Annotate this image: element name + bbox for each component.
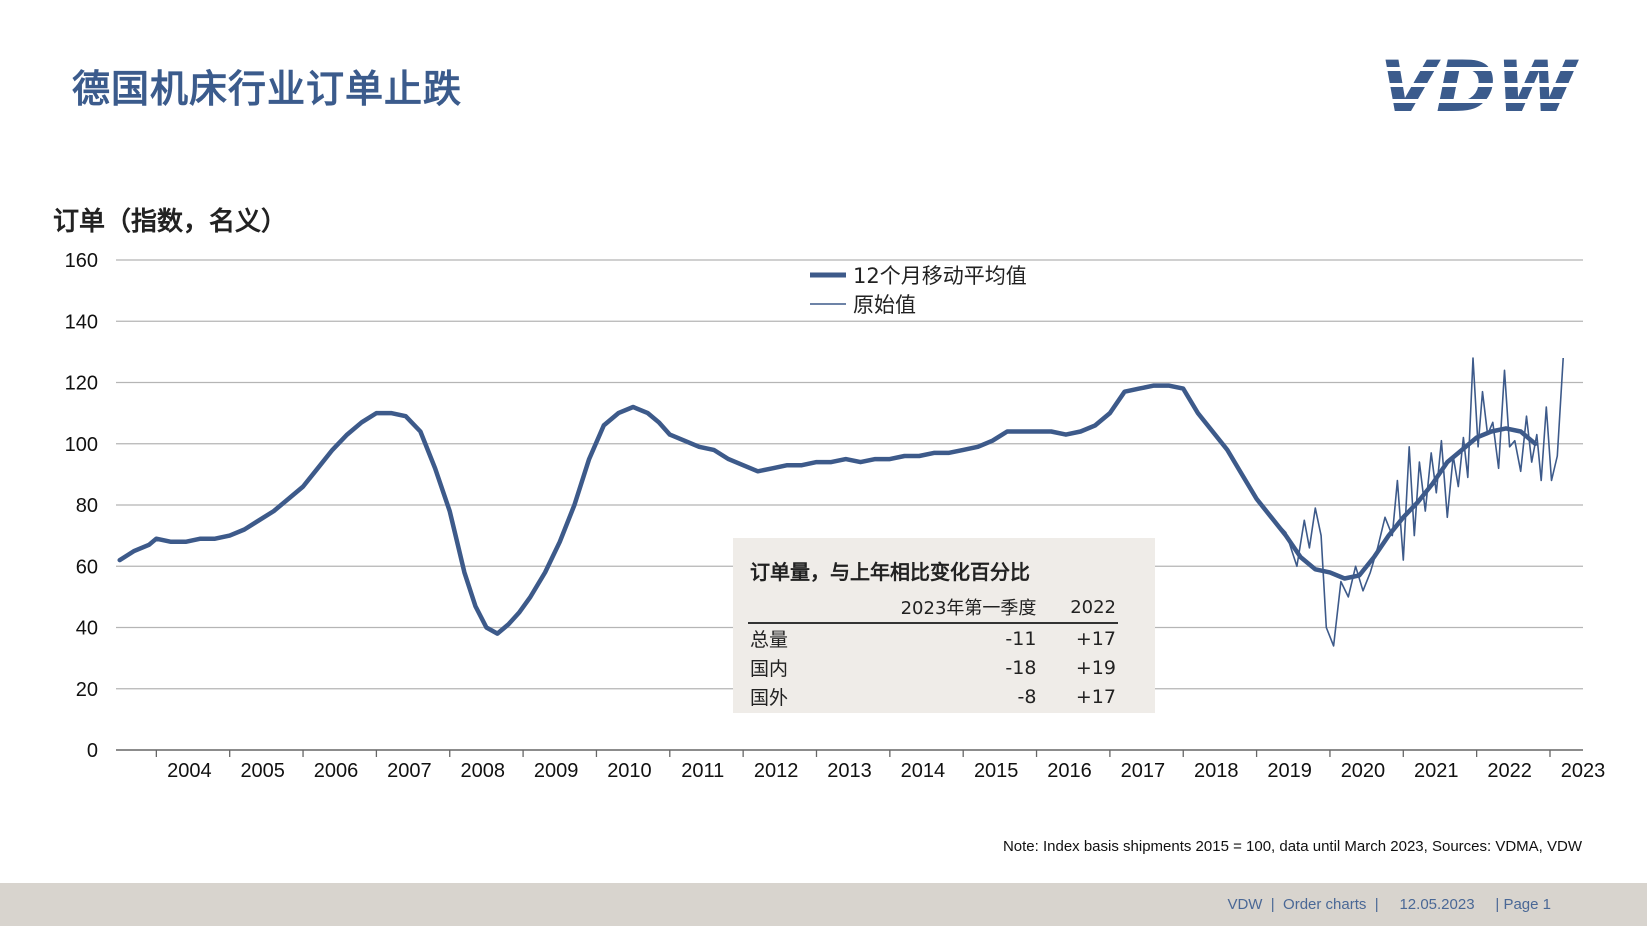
x-tick-label: 2004 <box>167 760 212 782</box>
y-tick-label: 100 <box>65 434 98 456</box>
x-tick-label: 2021 <box>1414 760 1459 782</box>
y-tick-label: 20 <box>76 679 98 701</box>
footer-separator: | <box>1474 896 1504 913</box>
table-header: 2022 <box>1038 592 1118 624</box>
page-title: 德国机床行业订单止跌 <box>72 67 463 111</box>
table-row: 总量 -11 +17 <box>748 623 1118 653</box>
x-tick-label: 2009 <box>534 760 579 782</box>
y-tick-label: 60 <box>76 556 98 578</box>
x-tick-label: 2006 <box>314 760 359 782</box>
x-tick-label: 2015 <box>974 760 1019 782</box>
inset-title: 订单量，与上年相比变化百分比 <box>750 560 1030 584</box>
footer-bar: VDW | Order charts | 12.05.2023 | Page 1 <box>0 883 1647 926</box>
cell-q1-2023: -11 <box>1005 627 1037 650</box>
cell-q1-2023: -18 <box>1005 656 1037 679</box>
x-tick-label: 2013 <box>827 760 872 782</box>
series-line-raw <box>1255 357 1564 647</box>
table-row: 国内 -18 +19 <box>748 653 1118 682</box>
y-tick-label: 120 <box>65 373 98 395</box>
y-tick-label: 80 <box>76 495 98 517</box>
chart-legend: 12个月移动平均值 原始值 <box>810 264 1027 317</box>
footer-separator: | <box>1262 896 1284 913</box>
footer-page: Page 1 <box>1503 896 1551 913</box>
x-tick-label: 2023 <box>1561 760 1606 782</box>
cell-2022: +17 <box>1075 627 1116 650</box>
series-line-moving-average <box>117 383 1538 636</box>
x-tick-label: 2008 <box>461 760 506 782</box>
x-tick-label: 2011 <box>681 760 724 782</box>
y-tick-label: 0 <box>87 740 98 762</box>
yoy-change-inset: 订单量，与上年相比变化百分比 2023年第一季度 2022 总量 -11 +17… <box>733 538 1155 713</box>
table-header: 2023年第一季度 <box>815 592 1039 624</box>
x-tick-label: 2005 <box>240 760 285 782</box>
cell-q1-2023: -8 <box>1017 685 1037 708</box>
row-label: 国内 <box>750 658 789 680</box>
cell-2022: +17 <box>1075 685 1116 708</box>
x-tick-label: 2014 <box>901 760 946 782</box>
x-tick-label: 2020 <box>1341 760 1386 782</box>
x-tick-label: 2016 <box>1047 760 1092 782</box>
row-label: 总量 <box>750 629 789 651</box>
source-note: Note: Index basis shipments 2015 = 100, … <box>1002 838 1582 855</box>
x-tick-label: 2012 <box>754 760 799 782</box>
x-axis: 2004 2005 2006 2007 2008 2009 2010 2011 2012 2013… <box>116 749 1606 782</box>
footer-org: VDW <box>1227 896 1263 913</box>
vdw-logo: VDW <box>1380 55 1580 117</box>
y-tick-labels: 0 20 40 60 80 100 120 140 160 <box>65 250 98 762</box>
x-tick-label: 2010 <box>607 760 652 782</box>
y-tick-label: 40 <box>76 618 98 640</box>
x-tick-label: 2019 <box>1267 760 1312 782</box>
table-header <box>748 592 816 624</box>
footer-date: 12.05.2023 <box>1399 896 1475 913</box>
x-tick-label: 2022 <box>1487 760 1532 782</box>
y-tick-label: 160 <box>65 250 98 272</box>
cell-2022: +19 <box>1075 656 1116 679</box>
x-tick-label: 2007 <box>387 760 432 782</box>
footer-separator: | <box>1366 896 1400 913</box>
row-label: 国外 <box>750 687 789 709</box>
legend-label-moving-average: 12个月移动平均值 <box>853 264 1027 288</box>
series-lines <box>117 357 1564 647</box>
y-axis-label: 订单（指数，名义） <box>53 206 287 237</box>
table-row: 国外 -8 +17 <box>748 682 1118 711</box>
y-tick-label: 140 <box>65 311 98 333</box>
x-tick-label: 2017 <box>1121 760 1166 782</box>
footer-section: Order charts <box>1283 896 1367 913</box>
x-tick-label: 2018 <box>1194 760 1239 782</box>
legend-label-raw: 原始值 <box>853 293 916 317</box>
yoy-table: 2023年第一季度 2022 总量 -11 +17 国内 -18 +19 国外 … <box>748 592 1118 711</box>
